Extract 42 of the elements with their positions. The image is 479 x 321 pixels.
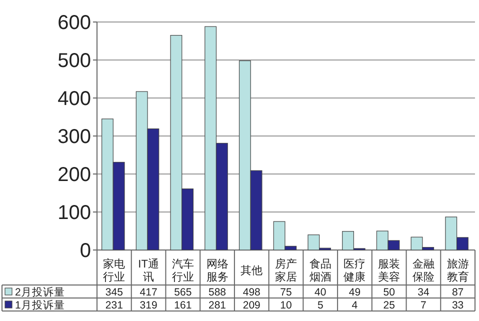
data-label: 40 xyxy=(314,286,326,298)
x-tick-label: IT通讯 xyxy=(138,258,159,284)
y-tick-label: 300 xyxy=(58,126,91,148)
x-tick-label: 房产家居 xyxy=(275,258,297,284)
data-label: 4 xyxy=(352,300,358,312)
data-label: 281 xyxy=(208,300,226,312)
data-label: 7 xyxy=(420,300,427,312)
data-label: 231 xyxy=(105,300,124,312)
data-label: 87 xyxy=(452,286,464,298)
data-label: 498 xyxy=(242,286,261,298)
data-label: 75 xyxy=(280,286,292,298)
y-tick-label: 600 xyxy=(58,12,91,34)
y-tick-label: 200 xyxy=(58,164,91,186)
data-label: 10 xyxy=(280,300,292,312)
x-tick-label: 旅游教育 xyxy=(446,258,469,284)
data-label: 565 xyxy=(174,286,192,298)
data-label: 49 xyxy=(348,286,361,298)
x-tick-label: 网络服务 xyxy=(206,258,228,284)
y-tick-label: 400 xyxy=(58,88,91,110)
data-label: 50 xyxy=(383,286,396,298)
legend-label: 2月投诉量 xyxy=(15,286,65,298)
data-label: 25 xyxy=(383,300,396,312)
data-label: 5 xyxy=(317,300,324,312)
x-tick-label: 家电行业 xyxy=(103,258,126,284)
x-tick-label: 服装美容 xyxy=(378,258,400,284)
data-label: 319 xyxy=(140,300,158,312)
data-label: 161 xyxy=(174,300,192,312)
x-tick-label: 医疗健康 xyxy=(344,258,366,284)
data-label: 345 xyxy=(105,286,124,298)
data-label: 33 xyxy=(452,300,464,312)
data-label: 34 xyxy=(418,286,430,298)
x-tick-label: 汽车行业 xyxy=(172,258,194,284)
y-tick-label: 100 xyxy=(58,202,91,224)
x-tick-label: 金融保险 xyxy=(412,258,434,284)
legend-label: 1月投诉量 xyxy=(15,298,65,312)
data-label: 209 xyxy=(242,300,261,312)
y-tick-label: 500 xyxy=(58,50,91,72)
y-tick-label: 0 xyxy=(80,240,91,262)
data-label: 588 xyxy=(208,286,226,298)
data-label: 417 xyxy=(140,286,158,298)
x-tick-label: 食品烟酒 xyxy=(309,258,332,284)
x-tick-label: 其他 xyxy=(240,264,263,277)
